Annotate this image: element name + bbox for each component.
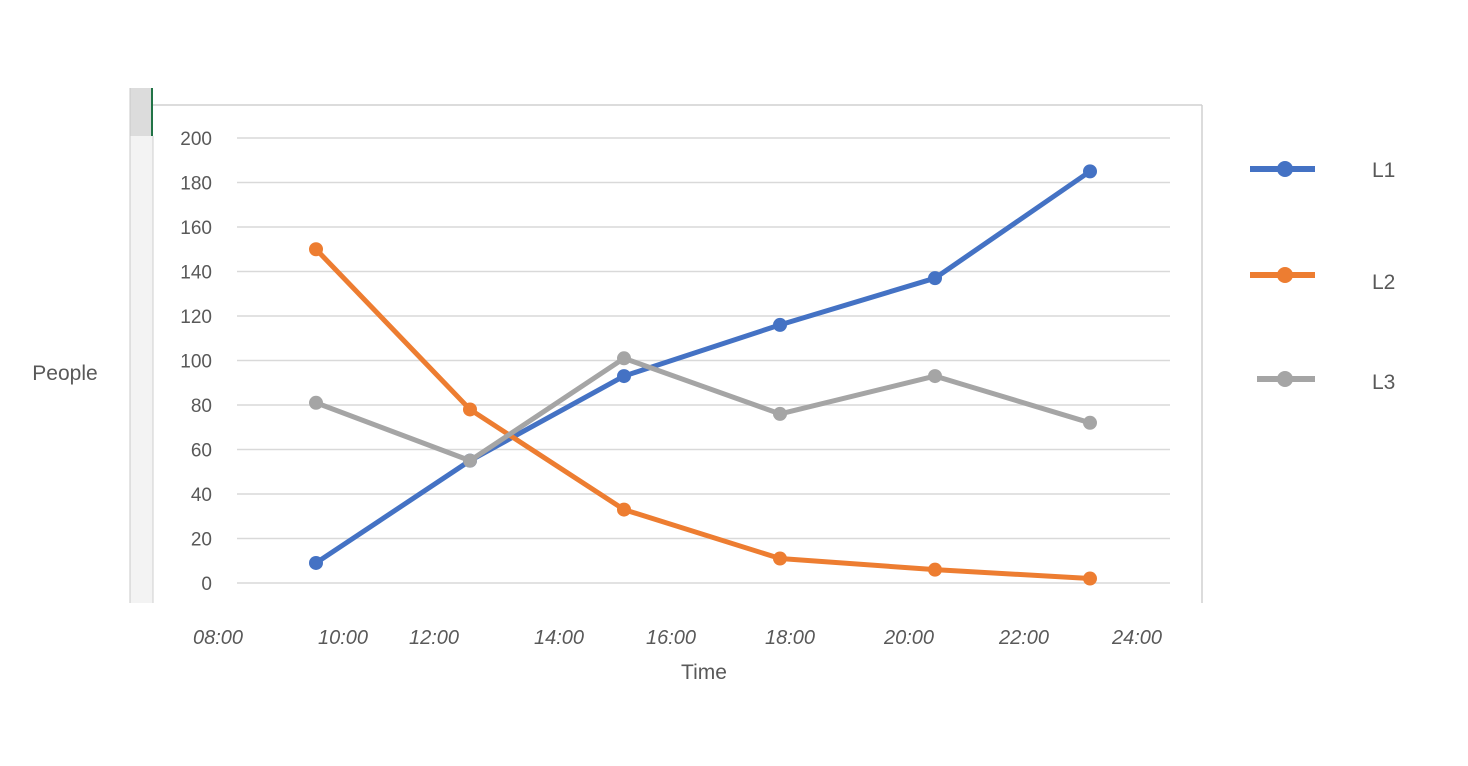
- legend: L1 L2 L3: [1250, 159, 1395, 394]
- x-axis-ticks: 08:00 10:00 12:00 14:00 16:00 18:00 20:00 22:00…: [193, 627, 1162, 649]
- y-tick-label: 80: [191, 396, 212, 417]
- legend-label: L1: [1372, 159, 1395, 182]
- data-point-l1-4: [928, 271, 942, 286]
- data-point-l3-4: [928, 369, 942, 384]
- data-point-l3-3: [773, 406, 787, 421]
- series-line-l3: [313, 355, 1093, 464]
- gridlines: [237, 137, 1170, 584]
- y-tick-label: 20: [191, 530, 212, 551]
- y-tick-label: 140: [180, 263, 212, 284]
- y-tick-label: 40: [191, 485, 212, 506]
- sheet-header-cell: [130, 88, 153, 136]
- y-tick-label: 160: [180, 218, 212, 239]
- x-axis-label: Time: [681, 661, 727, 684]
- y-tick-label: 120: [180, 307, 212, 328]
- legend-swatch-marker: [1277, 371, 1293, 387]
- y-axis-label: People: [32, 362, 97, 385]
- series-l2: [309, 242, 1097, 586]
- x-tick-label: 08:00: [193, 627, 243, 649]
- y-tick-label: 200: [180, 129, 212, 150]
- data-point-l3-0: [309, 395, 323, 410]
- legend-item-l1: L1: [1250, 159, 1395, 182]
- x-tick-label: 18:00: [765, 627, 815, 649]
- sheet-column-strip: [130, 136, 153, 603]
- y-axis-ticks: 0 20 40 60 80 100 120 140 160 180 200: [180, 129, 212, 595]
- data-point-l1-5: [1083, 164, 1097, 179]
- data-point-l1-0: [309, 555, 323, 570]
- data-point-l1-3: [773, 317, 787, 332]
- data-point-l2-5: [1083, 571, 1097, 586]
- legend-item-l2: L2: [1250, 267, 1395, 294]
- series-line-l1: [313, 168, 1093, 566]
- series-line-l2: [313, 246, 1093, 582]
- data-point-l2-4: [928, 562, 942, 577]
- legend-item-l3: L3: [1257, 371, 1395, 394]
- data-point-l2-3: [773, 551, 787, 566]
- x-tick-label: 14:00: [534, 627, 584, 649]
- y-tick-label: 180: [180, 174, 212, 195]
- data-point-l2-0: [309, 242, 323, 257]
- data-point-l3-5: [1083, 415, 1097, 430]
- data-point-l2-1: [463, 402, 477, 417]
- data-point-l3-1: [463, 453, 477, 468]
- x-tick-label: 16:00: [646, 627, 696, 649]
- y-tick-label: 100: [180, 352, 212, 373]
- legend-swatch-marker: [1277, 161, 1293, 177]
- y-tick-label: 60: [191, 441, 212, 462]
- data-point-l2-2: [617, 502, 631, 517]
- legend-label: L2: [1372, 271, 1395, 294]
- series-group: [309, 164, 1097, 586]
- legend-label: L3: [1372, 371, 1395, 394]
- series-l1: [309, 164, 1097, 570]
- data-point-l3-2: [617, 351, 631, 366]
- y-tick-label: 0: [201, 574, 212, 595]
- data-point-l1-2: [617, 369, 631, 384]
- legend-swatch-marker: [1277, 267, 1293, 283]
- series-l3: [309, 351, 1097, 468]
- x-tick-label: 22:00: [998, 627, 1049, 649]
- x-tick-label: 24:00: [1111, 627, 1162, 649]
- x-tick-label: 10:00: [318, 627, 368, 649]
- x-tick-label: 12:00: [409, 627, 459, 649]
- x-tick-label: 20:00: [883, 627, 934, 649]
